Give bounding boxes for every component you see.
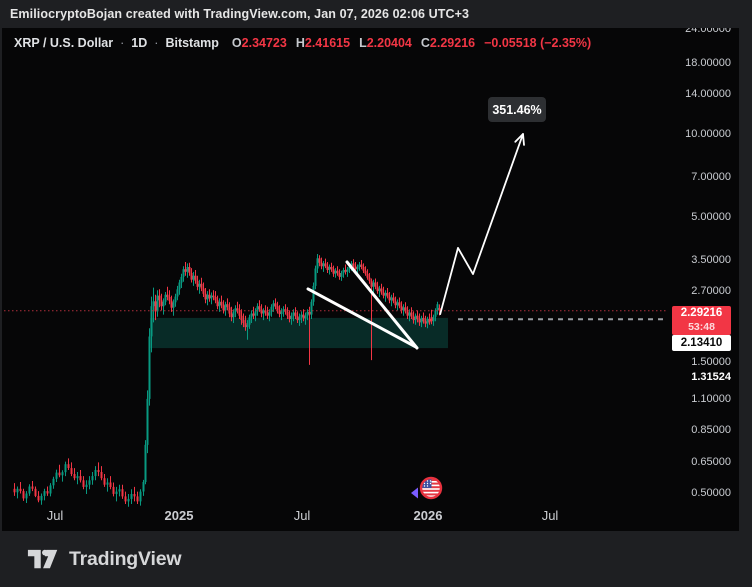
price-level-label: 1.31524 xyxy=(691,371,731,383)
price-tick-label: 0.85000 xyxy=(691,424,731,436)
tradingview-logo-icon xyxy=(27,549,58,568)
right-gutter xyxy=(739,28,752,531)
time-tick-label: Jul xyxy=(293,508,311,523)
time-tick-label: 2025 xyxy=(164,508,194,523)
bar-countdown: 53:48 xyxy=(688,321,715,333)
legend-separator: · xyxy=(154,36,159,50)
ohlc-field: L2.20404 xyxy=(359,36,412,50)
chart-area[interactable] xyxy=(0,0,752,531)
interval-label: 1D xyxy=(131,36,148,50)
price-tick-label: 7.00000 xyxy=(691,171,731,183)
price-tick-label: 18.00000 xyxy=(685,57,731,69)
trendline-1[interactable] xyxy=(345,260,419,350)
attribution-bar: EmiliocryptoBojan created with TradingVi… xyxy=(0,0,752,28)
symbol-name: XRP / U.S. Dollar xyxy=(14,36,114,50)
projection-zigzag-arrow[interactable] xyxy=(439,133,524,316)
price-tick-label: 0.50000 xyxy=(691,487,731,499)
tradingview-logo-link[interactable]: TradingView xyxy=(27,547,182,572)
attribution-text: EmiliocryptoBojan created with TradingVi… xyxy=(10,7,470,21)
price-tick-label: 1.50000 xyxy=(691,356,731,368)
footer-bar: TradingView xyxy=(0,531,752,587)
current-price-value: 2.29216 xyxy=(680,307,723,319)
price-tick-label: 5.00000 xyxy=(691,211,731,223)
ohlc-field: H2.41615 xyxy=(295,36,351,50)
change-value: −0.05518 (−2.35%) xyxy=(484,36,592,50)
candlestick-series xyxy=(13,254,441,507)
ohlc-values: O2.34723 H2.41615 L2.20404 C2.29216 xyxy=(232,36,475,50)
price-tick-label: 10.00000 xyxy=(685,128,731,140)
price-tick-label: 2.70000 xyxy=(691,285,731,297)
legend-separator: · xyxy=(120,36,125,50)
arrow-head-icon xyxy=(522,133,525,146)
us-flag-event-icon[interactable] xyxy=(408,474,446,509)
price-scale[interactable]: 24.00000 18.00000 14.00000 10.00000 7.00000 5… xyxy=(668,23,739,531)
time-axis[interactable]: Jul 2025 Jul 2026 Jul xyxy=(0,505,668,529)
price-tick-label: 1.10000 xyxy=(691,393,731,405)
level-price-badge: 2.13410 xyxy=(672,335,731,351)
time-tick-label: Jul xyxy=(46,508,64,523)
event-pointer-icon xyxy=(411,487,418,499)
ohlc-field: O2.34723 xyxy=(231,36,287,50)
trendline-2[interactable] xyxy=(306,287,418,349)
exchange-label: Bitstamp xyxy=(165,36,219,50)
left-edge-strip xyxy=(0,28,2,531)
time-tick-label: 2026 xyxy=(413,508,443,523)
current-price-badge: 2.29216 53:48 xyxy=(672,306,731,335)
symbol-legend: XRP / U.S. Dollar · 1D · Bitstamp O2.347… xyxy=(14,36,591,50)
us-flag-icon xyxy=(419,476,443,500)
ohlc-field: C2.29216 xyxy=(420,36,476,50)
price-tick-label: 3.50000 xyxy=(691,254,731,266)
price-tick-label: 14.00000 xyxy=(685,88,731,100)
time-tick-label: Jul xyxy=(541,508,559,523)
price-tick-label: 0.65000 xyxy=(691,456,731,468)
arrow-head-icon xyxy=(514,133,524,143)
projection-percent-label[interactable]: 351.46% xyxy=(488,97,546,122)
tradingview-wordmark: TradingView xyxy=(69,547,182,570)
